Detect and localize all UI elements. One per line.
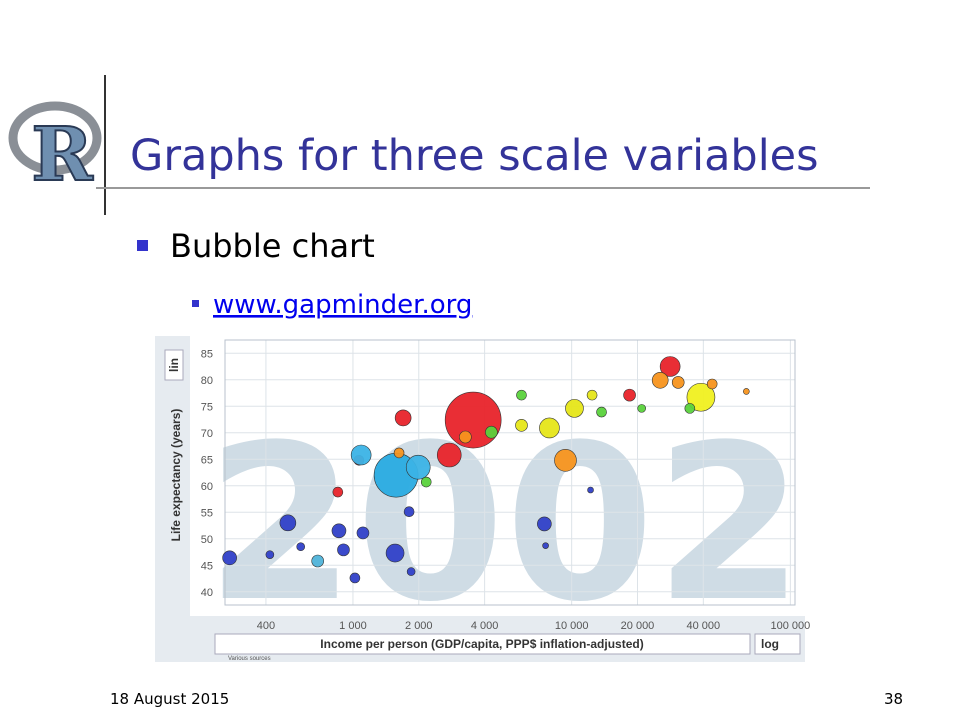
y-tick-label: 60 [201, 481, 213, 493]
bullet: Bubble chart [170, 227, 375, 265]
bubble [265, 550, 275, 559]
bubble [706, 378, 718, 390]
bubble [444, 391, 502, 449]
bubble [637, 404, 646, 413]
bubble [337, 543, 350, 557]
bubble [659, 356, 681, 377]
bubble [296, 542, 306, 552]
y-tick-label: 70 [201, 428, 213, 440]
bubble [393, 447, 405, 459]
bubble [459, 430, 472, 444]
y-tick-label: 50 [201, 534, 213, 546]
bubble [331, 523, 347, 539]
bubble [565, 399, 584, 418]
x-tick-label: 4 000 [471, 620, 499, 632]
y-tick-label: 45 [201, 560, 213, 572]
x-tick-label: 2 000 [405, 620, 433, 632]
source: Various sources [228, 656, 271, 662]
bubble [684, 403, 696, 414]
y-tick-label: 55 [201, 507, 213, 519]
bubble [279, 514, 297, 532]
plot-border [224, 339, 796, 606]
y-scale-label: lin [167, 358, 181, 372]
bubble [542, 542, 549, 549]
bubble [485, 425, 498, 439]
x-scale-label: log [761, 637, 779, 651]
bubble [537, 516, 552, 532]
bubble [311, 554, 325, 568]
x-tick-label: 20 000 [621, 620, 655, 632]
link[interactable]: www.gapminder.org [213, 290, 472, 320]
bubble [515, 419, 528, 432]
bubble [332, 486, 344, 498]
y-tick-label: 75 [201, 401, 213, 413]
bullet-marker [192, 300, 199, 307]
bubble [596, 406, 607, 418]
bubble [356, 526, 370, 540]
r-logo: R [8, 101, 102, 199]
bubble [516, 389, 527, 401]
bubble [406, 567, 416, 576]
slide-title: Graphs for three scale variables [130, 131, 819, 181]
y-panel [155, 336, 190, 616]
bubble [222, 550, 237, 566]
bubble [394, 409, 412, 427]
bubble [403, 506, 415, 518]
x-label-box[interactable] [214, 633, 751, 655]
x-axis-label: Income per person (GDP/capita, PPP$ infl… [320, 637, 643, 651]
bubble [350, 444, 372, 466]
y-scale-box[interactable] [164, 349, 184, 381]
y-axis-label: Life expectancy (years) [169, 409, 183, 542]
x-scale-box[interactable] [754, 633, 801, 655]
x-tick-label: 1 000 [339, 620, 367, 632]
bubble [686, 382, 716, 412]
bubble [349, 572, 361, 584]
bubble [554, 449, 577, 472]
x-tick-label: 100 000 [770, 620, 810, 632]
y-tick-label: 85 [201, 348, 213, 360]
x-tick-label: 10 000 [555, 620, 589, 632]
bubble [586, 389, 598, 401]
y-tick-label: 65 [201, 454, 213, 466]
plot: 40 45 50 55 60 65 70 75 80 85 400 1 000 2 000 4 000 10… [201, 339, 810, 632]
bubble [385, 543, 405, 563]
bubble [671, 376, 685, 389]
page-number: 38 [884, 690, 903, 708]
bubble [623, 388, 636, 402]
footer-date: 18 August 2015 [110, 690, 229, 708]
bubble [539, 417, 560, 439]
bullet-marker [137, 240, 148, 251]
logo-letter: R [31, 112, 93, 198]
y-tick-label: 80 [201, 375, 213, 387]
bubble [420, 476, 432, 488]
y-tick-label: 40 [201, 587, 213, 599]
bubble [651, 371, 669, 389]
bubble [405, 454, 431, 480]
x-tick-label: 400 [257, 620, 275, 632]
bubble [587, 486, 594, 494]
x-tick-label: 40 000 [687, 620, 721, 632]
bubble [743, 388, 750, 395]
bubble [436, 442, 462, 468]
year-watermark: 2002 [206, 398, 804, 649]
